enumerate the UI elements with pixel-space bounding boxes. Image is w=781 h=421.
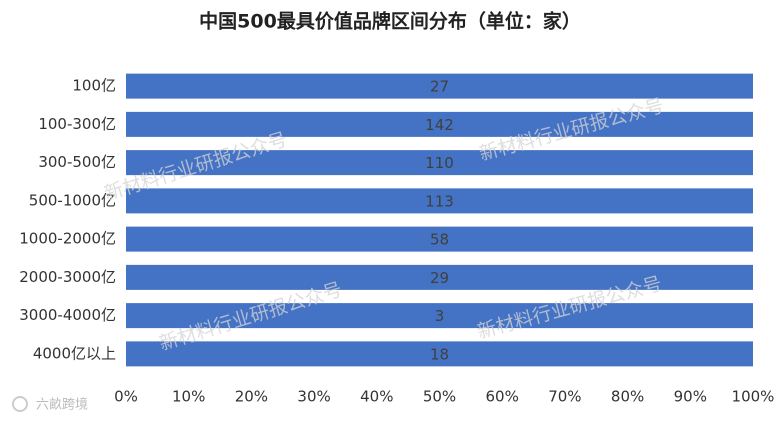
- y-tick-label: 1000-2000亿: [19, 230, 116, 248]
- bar: [126, 188, 753, 214]
- bar: [126, 73, 753, 99]
- x-tick-label: 80%: [611, 388, 644, 406]
- bar: [126, 341, 753, 367]
- logo-icon: [12, 396, 28, 412]
- data-label: 58: [430, 231, 449, 249]
- x-tick-label: 50%: [423, 388, 456, 406]
- data-label: 27: [430, 78, 449, 96]
- y-tick-label: 100-300亿: [38, 115, 116, 133]
- y-tick-label: 300-500亿: [38, 153, 116, 171]
- x-tick-label: 20%: [235, 388, 268, 406]
- data-label: 29: [430, 269, 449, 287]
- x-tick-label: 70%: [548, 388, 581, 406]
- data-label: 18: [430, 345, 449, 363]
- logo-text: 六畝跨境: [36, 398, 88, 413]
- bar: [126, 264, 753, 290]
- x-tick-label: 0%: [114, 388, 138, 406]
- plot-area: 0% 10% 20% 30% 40% 50% 60% 70% 80% 90% 100% 100亿 27 1…: [19, 73, 775, 406]
- y-tick-label: 500-1000亿: [29, 191, 116, 209]
- x-tick-label: 90%: [674, 388, 707, 406]
- data-label: 142: [425, 116, 454, 134]
- bar: [126, 150, 753, 176]
- data-label: 113: [425, 192, 454, 210]
- x-tick-label: 40%: [360, 388, 393, 406]
- y-tick-label: 3000-4000亿: [19, 306, 116, 324]
- y-tick-label: 4000亿以上: [33, 344, 116, 362]
- bar: [126, 111, 753, 137]
- y-tick-label: 2000-3000亿: [19, 268, 116, 286]
- x-tick-label: 100%: [732, 388, 775, 406]
- x-tick-label: 60%: [486, 388, 519, 406]
- chart-title: 中国500最具价值品牌区间分布（单位：家）: [199, 10, 581, 33]
- x-tick-label: 30%: [297, 388, 330, 406]
- bar: [126, 226, 753, 252]
- bar: [126, 303, 753, 329]
- data-label: 110: [425, 154, 454, 172]
- data-label: 3: [435, 307, 445, 325]
- y-tick-label: 100亿: [72, 77, 116, 95]
- x-tick-label: 10%: [172, 388, 205, 406]
